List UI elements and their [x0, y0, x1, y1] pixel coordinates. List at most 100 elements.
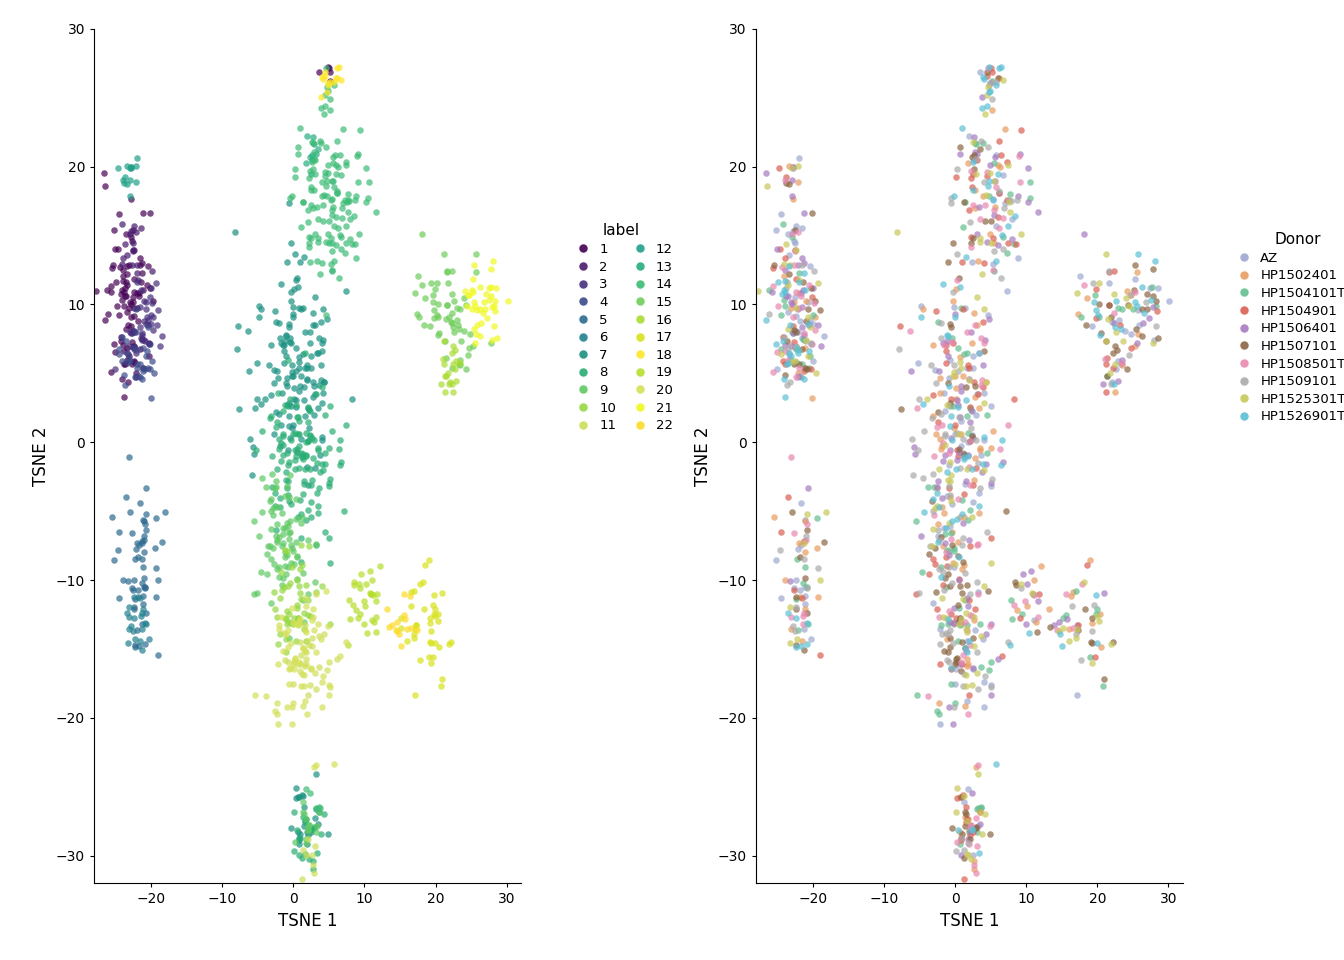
Point: [1056, 612, 1078, 627]
Point: [792, 282, 813, 298]
Legend: AZ, HP1502401, HP1504101T2D, HP1504901, HP1506401, HP1507101, HP1508501T2D, HP15: AZ, HP1502401, HP1504101T2D, HP1504901, …: [1227, 228, 1344, 427]
Point: [113, 368, 134, 383]
Point: [290, 678, 312, 693]
Point: [298, 817, 320, 832]
Point: [965, 151, 986, 166]
Point: [358, 190, 379, 205]
Point: [133, 332, 155, 348]
Point: [786, 632, 808, 647]
Point: [1011, 606, 1032, 621]
Point: [484, 318, 505, 333]
Point: [289, 830, 310, 846]
Point: [952, 678, 973, 693]
Point: [324, 253, 345, 269]
Point: [954, 487, 976, 502]
Point: [793, 616, 814, 632]
Point: [305, 538, 327, 553]
Point: [331, 200, 352, 215]
Point: [263, 375, 285, 391]
Point: [278, 418, 300, 433]
Point: [292, 446, 313, 462]
Point: [297, 608, 319, 623]
Point: [941, 532, 962, 547]
Point: [1098, 298, 1120, 313]
Point: [995, 503, 1016, 518]
Point: [790, 638, 812, 654]
Point: [954, 451, 976, 467]
Point: [113, 284, 134, 300]
Point: [403, 584, 425, 599]
Point: [331, 241, 352, 256]
Point: [122, 243, 144, 258]
Point: [113, 344, 134, 359]
Point: [778, 346, 800, 361]
Point: [1009, 146, 1031, 161]
Point: [985, 148, 1007, 163]
Point: [972, 372, 993, 387]
Point: [414, 317, 435, 332]
Point: [926, 420, 948, 435]
Point: [280, 191, 301, 206]
Point: [780, 339, 801, 354]
Point: [122, 353, 144, 369]
Point: [129, 356, 151, 372]
Point: [286, 616, 308, 632]
Point: [1007, 251, 1028, 266]
Point: [327, 185, 348, 201]
Point: [133, 601, 155, 616]
Point: [353, 598, 375, 613]
Point: [906, 400, 927, 416]
Point: [113, 389, 134, 404]
Point: [903, 468, 925, 483]
Point: [1055, 587, 1077, 602]
Point: [301, 430, 323, 445]
Point: [321, 243, 343, 258]
Point: [305, 318, 327, 333]
Point: [376, 601, 398, 616]
Point: [1102, 360, 1124, 375]
Point: [112, 338, 133, 353]
Point: [792, 330, 813, 346]
Point: [124, 242, 145, 257]
Point: [294, 346, 316, 361]
Point: [977, 584, 999, 599]
Point: [976, 445, 997, 461]
Point: [116, 227, 137, 242]
Point: [976, 164, 997, 180]
Point: [978, 174, 1000, 189]
Point: [304, 136, 325, 152]
Point: [906, 687, 927, 703]
Point: [349, 123, 371, 138]
Point: [953, 509, 974, 524]
Point: [302, 622, 324, 637]
Point: [992, 455, 1013, 470]
Point: [1062, 598, 1083, 613]
Point: [278, 317, 300, 332]
Point: [965, 135, 986, 151]
Point: [238, 363, 259, 378]
Point: [1142, 261, 1164, 276]
Point: [345, 251, 367, 266]
Point: [133, 514, 155, 529]
Point: [780, 621, 801, 636]
Point: [132, 535, 153, 550]
Point: [943, 300, 965, 315]
Point: [328, 60, 349, 75]
Point: [304, 461, 325, 476]
Point: [973, 255, 995, 271]
Point: [935, 543, 957, 559]
Point: [973, 379, 995, 395]
Point: [405, 617, 426, 633]
Point: [129, 251, 151, 266]
Point: [293, 667, 314, 683]
Point: [419, 636, 441, 651]
Point: [278, 677, 300, 692]
Point: [1110, 321, 1132, 336]
Point: [966, 574, 988, 589]
Point: [116, 177, 137, 192]
Point: [960, 433, 981, 448]
Point: [141, 281, 163, 297]
Point: [313, 187, 335, 203]
Point: [280, 576, 301, 591]
Point: [1067, 617, 1089, 633]
